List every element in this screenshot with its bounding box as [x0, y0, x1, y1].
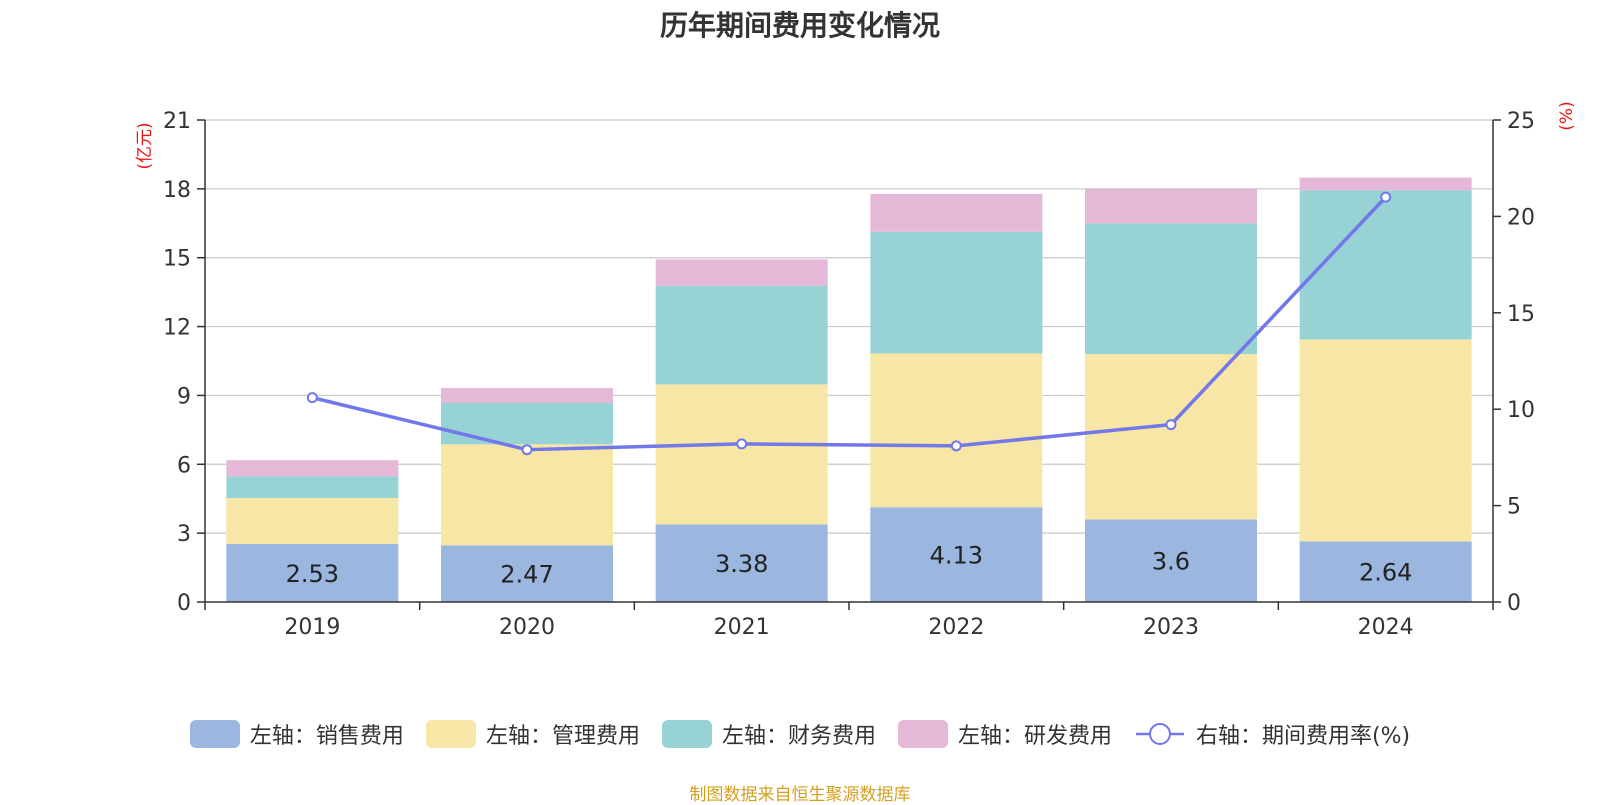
legend-swatch-rate [1135, 723, 1184, 745]
bar-data-label: 3.38 [715, 550, 768, 578]
bar-rd [226, 460, 399, 477]
legend-swatch-rd [897, 720, 948, 748]
bar-data-label: 2.47 [500, 561, 553, 589]
bar-finance [441, 403, 613, 445]
bar-data-label: 4.13 [930, 542, 983, 570]
legend-swatch-admin [425, 720, 476, 748]
legend-item-sales[interactable]: 左轴：销售费用 [189, 718, 404, 750]
legend-label-admin: 左轴：管理费用 [485, 724, 640, 749]
y-right-tick-label: 15 [1507, 302, 1535, 327]
x-tick-label: 2021 [714, 615, 770, 640]
chart-title: 历年期间费用变化情况 [659, 9, 940, 42]
y-left-unit-label: (亿元) [135, 122, 155, 169]
legend-label-rd: 左轴：研发费用 [957, 724, 1112, 749]
bar-sales [1299, 541, 1472, 602]
bar-data-label: 2.64 [1359, 559, 1412, 587]
bar-finance [1299, 190, 1472, 340]
x-tick-label: 2020 [499, 615, 555, 640]
bar-rd [441, 388, 613, 404]
y-right-tick-label: 5 [1507, 495, 1521, 520]
y-left-tick-label: 18 [163, 178, 191, 203]
bar-finance [870, 231, 1043, 354]
bar-finance [655, 285, 828, 385]
bar-admin [1085, 354, 1257, 520]
legend-swatch-finance [661, 720, 712, 748]
data-source-note: 制图数据来自恒生聚源数据库 [689, 785, 911, 805]
bar-sales [226, 543, 399, 602]
bar-data-label: 3.6 [1152, 548, 1190, 576]
y-right-tick-label: 0 [1507, 591, 1521, 616]
legend-item-admin[interactable]: 左轴：管理费用 [425, 718, 640, 750]
chart-legend: 左轴：销售费用 左轴：管理费用 左轴：财务费用 左轴：研发费用 右轴：期间费用率… [0, 718, 1600, 750]
y-right-tick-label: 20 [1507, 205, 1535, 230]
rate-point [1380, 191, 1392, 203]
y-left-tick-label: 12 [163, 316, 191, 341]
rate-point [521, 444, 533, 456]
rate-point [1165, 419, 1177, 431]
x-tick-label: 2022 [928, 615, 984, 640]
bar-finance [1085, 223, 1257, 355]
bar-rd [1299, 177, 1472, 191]
bar-rd [870, 193, 1043, 232]
bar-sales [870, 507, 1043, 602]
legend-item-rate[interactable]: 右轴：期间费用率(%) [1134, 718, 1410, 750]
rate-point [306, 392, 318, 404]
x-tick-label: 2024 [1358, 615, 1414, 640]
bar-admin [226, 498, 399, 544]
bar-rd [1085, 188, 1257, 224]
x-tick-label: 2019 [284, 615, 340, 640]
bar-sales [655, 524, 828, 602]
bar-sales [441, 545, 613, 602]
legend-swatch-sales [189, 720, 240, 748]
y-left-tick-label: 9 [177, 384, 191, 409]
legend-label-sales: 左轴：销售费用 [249, 724, 404, 749]
bar-data-label: 2.53 [286, 560, 339, 588]
y-left-tick-label: 0 [177, 591, 191, 616]
y-right-tick-label: 25 [1507, 109, 1535, 134]
y-left-tick-label: 21 [163, 109, 191, 134]
legend-item-finance[interactable]: 左轴：财务费用 [661, 718, 876, 750]
bar-finance [226, 476, 399, 499]
bar-rd [655, 259, 828, 286]
legend-item-rd[interactable]: 左轴：研发费用 [897, 718, 1112, 750]
y-right-unit-label: (%) [1557, 101, 1577, 130]
rate-line [311, 195, 1387, 452]
y-left-tick-label: 3 [177, 522, 191, 547]
legend-label-rate: 右轴：期间费用率(%) [1195, 724, 1411, 749]
y-left-tick-label: 15 [163, 247, 191, 272]
bar-admin [870, 353, 1043, 508]
rate-point [736, 438, 748, 450]
rate-point [950, 440, 962, 452]
bar-admin [1299, 339, 1472, 542]
y-left-tick-label: 6 [177, 453, 191, 478]
legend-label-finance: 左轴：财务费用 [721, 724, 876, 749]
bar-admin [441, 444, 613, 546]
bar-admin [655, 384, 828, 525]
y-right-tick-label: 10 [1507, 398, 1535, 423]
x-tick-label: 2023 [1143, 615, 1199, 640]
bar-sales [1085, 519, 1257, 602]
